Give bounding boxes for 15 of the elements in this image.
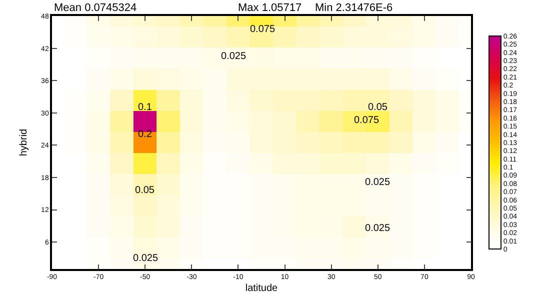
annotation: 0.075	[250, 24, 276, 35]
annotation: 0.1	[138, 102, 152, 113]
annotation: 0.025	[365, 223, 390, 234]
annotation: 0.075	[354, 115, 380, 126]
text: Max 1.05717	[238, 2, 302, 14]
annotation: 0.025	[133, 253, 158, 264]
annotation: 0.2	[138, 129, 152, 140]
y-axis-title: hybrid	[18, 128, 30, 156]
annotation: 0.025	[221, 51, 246, 62]
annotation: 0.025	[365, 177, 390, 188]
text: Mean 0.0745324	[54, 2, 137, 14]
x-axis-title: latitude	[245, 283, 278, 294]
annotation: 0.05	[368, 102, 388, 113]
annotation: 0.05	[135, 185, 155, 196]
text: Min 2.31476E-6	[315, 2, 393, 14]
